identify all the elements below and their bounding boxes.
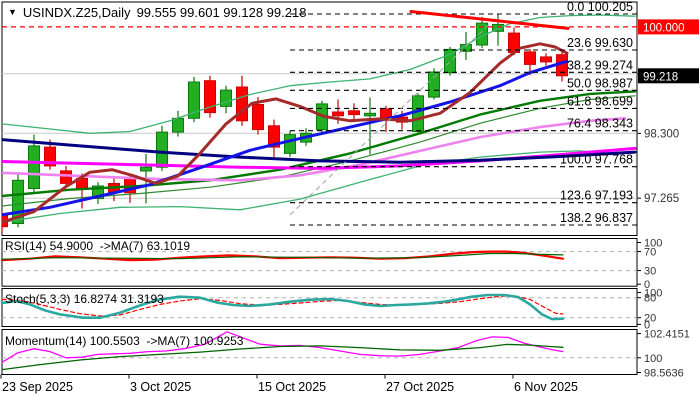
envelope-lower xyxy=(2,150,636,223)
fibonacci-diagonal-line xyxy=(289,13,501,216)
descending-trendline[interactable] xyxy=(409,10,570,30)
fibonacci-level-label: 123.6 97.193 xyxy=(560,189,633,203)
indicator-scale-label: 0 xyxy=(644,279,650,291)
stochastic-pane[interactable] xyxy=(1,288,638,327)
indicator-scale-label: 70 xyxy=(644,247,656,259)
fibonacci-level-label: 76.4 98.343 xyxy=(567,117,633,131)
ma-brown xyxy=(2,42,569,224)
price-axis-label: 98.300 xyxy=(644,128,679,140)
candle-bullish xyxy=(412,95,424,133)
candle-bearish xyxy=(348,110,360,116)
envelope-upper xyxy=(2,14,636,134)
indicator-scale-label: 100 xyxy=(644,288,662,300)
candle-bullish xyxy=(364,112,376,117)
rsi-pane[interactable] xyxy=(1,238,638,287)
candle-bullish xyxy=(12,179,24,225)
date-axis-label: 6 Nov 2025 xyxy=(514,380,578,394)
price-marker-text: 99.218 xyxy=(643,71,678,83)
ma-darkgreen xyxy=(2,90,637,198)
indicator-scale-label: 98.5636 xyxy=(644,368,684,380)
momentum-ma-line xyxy=(1,343,564,371)
price-marker-text: 100.000 xyxy=(643,22,685,34)
candle-bullish xyxy=(140,166,152,172)
candle-bullish xyxy=(444,48,456,74)
ohlc-values: 99.555 99.601 99.128 99.218 xyxy=(136,5,307,20)
candle-bearish xyxy=(380,108,392,119)
date-axis-label: 15 Oct 2025 xyxy=(258,380,326,394)
ma-blue xyxy=(2,59,569,217)
fibonacci-level-label: 38.2 99.274 xyxy=(567,58,633,72)
candle-bearish xyxy=(332,111,344,117)
indicator-scale-label: 20 xyxy=(644,313,656,325)
rsi-ma-line xyxy=(1,252,564,260)
chart-title-bar: ▼ USINDX.Z25,Daily 99.555 99.601 99.128 … xyxy=(8,5,306,20)
indicator-scale-label: 30 xyxy=(644,266,656,278)
candle-bullish xyxy=(28,145,40,189)
date-axis-label: 3 Oct 2025 xyxy=(130,380,191,394)
candle-bearish xyxy=(268,125,280,148)
fibonacci-level-label: 23.6 99.630 xyxy=(567,36,633,50)
indicator-scale-label: 0 xyxy=(644,319,650,331)
symbol-period-label: USINDX.Z25,Daily xyxy=(22,5,131,20)
momentum-pane[interactable] xyxy=(1,329,638,375)
price-marker-box xyxy=(638,19,699,35)
price-axis-label: 97.265 xyxy=(644,193,679,205)
date-axis-label: 27 Oct 2025 xyxy=(386,380,454,394)
rsi-indicator-label: RSI(14) 54.9000 ->MA(7) 63.1019 xyxy=(5,239,191,253)
candle-bearish xyxy=(44,146,56,167)
ma-navy xyxy=(2,138,637,164)
price-marker-box xyxy=(638,68,699,84)
candle-bullish xyxy=(188,81,200,119)
candle-bearish xyxy=(252,104,264,131)
fibonacci-level-label: 138.2 96.837 xyxy=(560,211,633,225)
candle-bearish xyxy=(236,86,248,122)
indicator-scale-label: 100 xyxy=(644,238,662,250)
candle-bullish xyxy=(492,23,504,32)
candle-bullish xyxy=(428,71,440,98)
stoch-main-line xyxy=(0,293,565,321)
candle-bullish xyxy=(156,131,168,168)
momentum-indicator-label: Momentum(14) 100.5503 ->MA(7) 100.9253 xyxy=(5,334,244,348)
candle-bearish xyxy=(204,80,216,114)
fibonacci-level-label: 61.8 98.699 xyxy=(567,94,633,108)
indicator-scale-label: 80 xyxy=(644,293,656,305)
candle-bullish xyxy=(172,117,184,133)
date-axis-label: 23 Sep 2025 xyxy=(2,380,73,394)
fibonacci-level-label: 100.0 97.768 xyxy=(560,153,633,167)
indicator-scale-label: 100 xyxy=(644,353,662,365)
candle-bearish xyxy=(60,170,72,184)
candle-bearish xyxy=(524,51,536,65)
fibonacci-level-label: 50.0 98.987 xyxy=(567,76,633,90)
ma-pink xyxy=(2,117,627,182)
indicator-scale-label: 102.4151 xyxy=(644,329,690,341)
symbol-dropdown-icon[interactable]: ▼ xyxy=(8,7,17,17)
candle-bullish xyxy=(284,134,296,154)
candle-bullish xyxy=(220,89,232,107)
stoch-signal-line xyxy=(1,295,564,317)
stochastic-indicator-label: Stoch(5,3,3) 16.8274 31.3193 xyxy=(5,292,164,306)
fibonacci-level-label: 0.0 100.205 xyxy=(567,0,633,14)
candle-bearish xyxy=(540,56,552,63)
candle-bullish xyxy=(92,185,104,199)
